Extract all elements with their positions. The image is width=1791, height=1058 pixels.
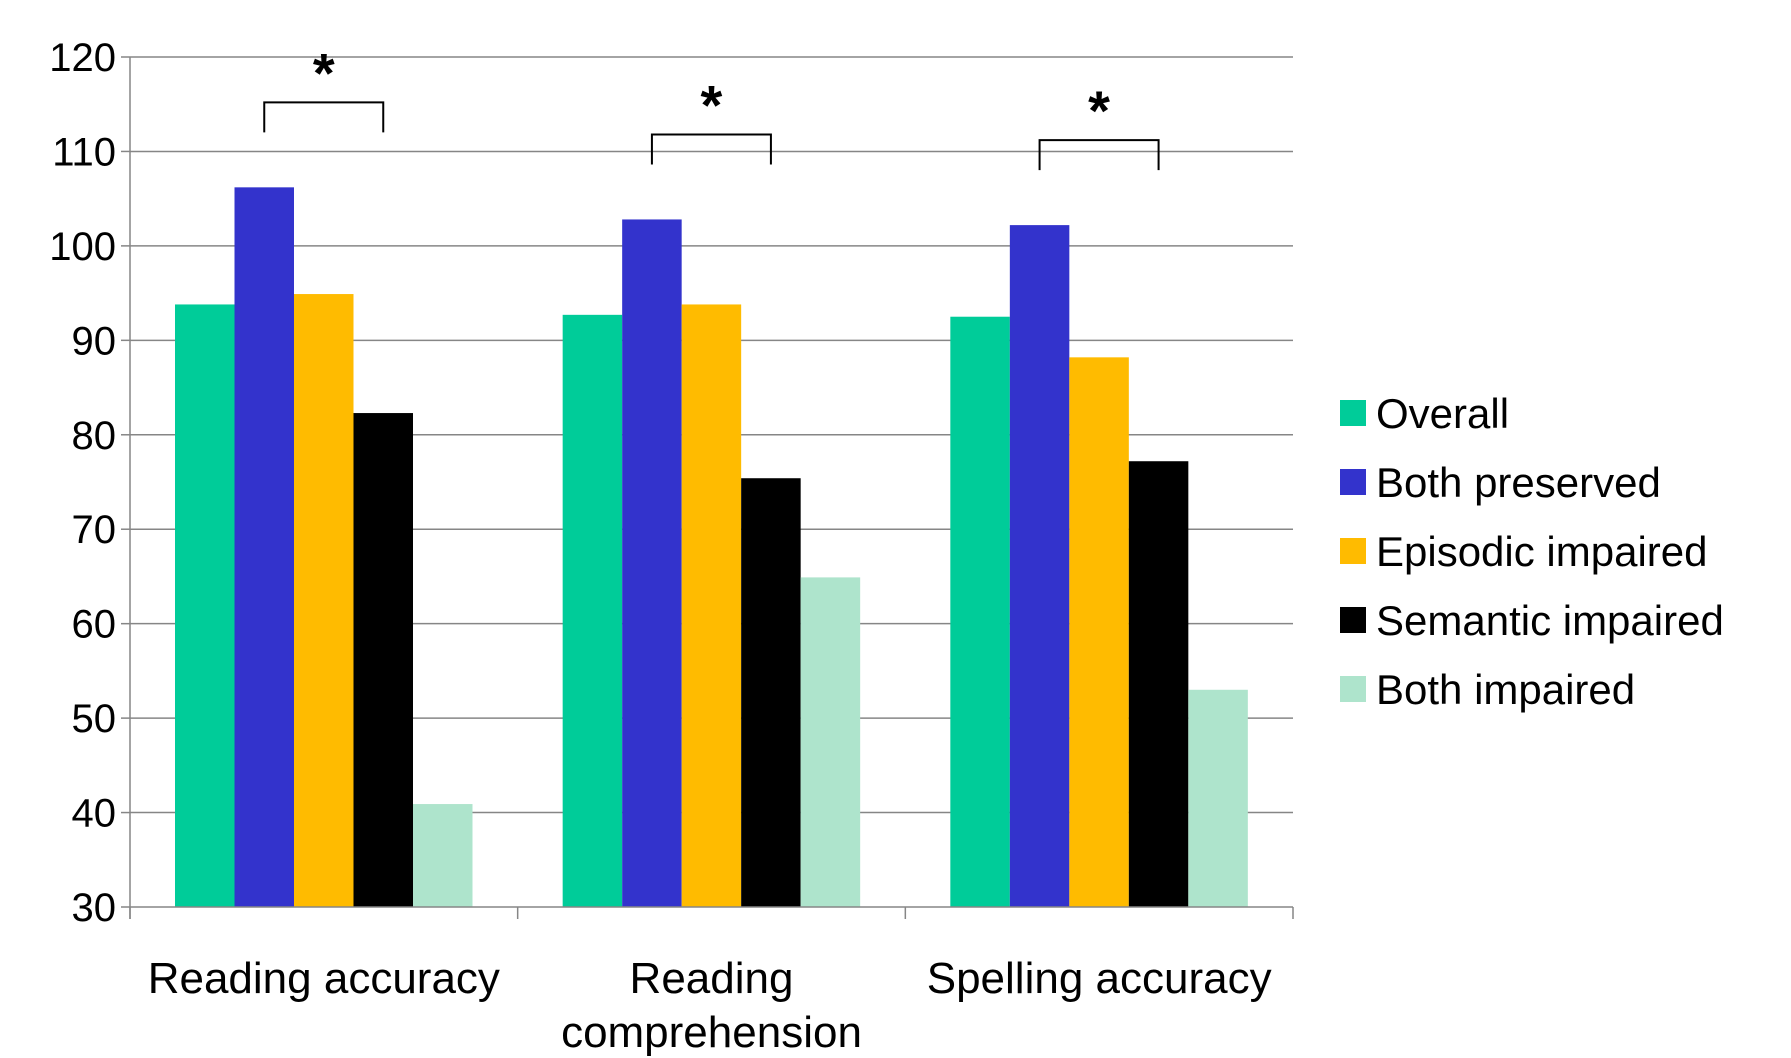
y-tick-label: 30 (72, 886, 117, 930)
category-label: Reading (630, 954, 794, 1003)
bar (1069, 357, 1129, 907)
significance-bracket (650, 133, 772, 165)
legend-swatch (1340, 676, 1366, 702)
legend-label: Overall (1376, 390, 1509, 437)
category-label: comprehension (561, 1008, 862, 1057)
significance-markers: * * * (263, 41, 1160, 171)
bar (741, 478, 801, 907)
legend-swatch (1340, 607, 1366, 633)
y-tick-label: 50 (72, 697, 117, 741)
legend-label: Both preserved (1376, 459, 1661, 506)
legend-label: Both impaired (1376, 666, 1635, 713)
y-tick-label: 110 (52, 130, 116, 174)
bar (1188, 689, 1248, 907)
y-tick-label: 60 (72, 603, 117, 647)
bar (413, 804, 473, 907)
category-label: Reading accuracy (148, 954, 500, 1003)
y-tick-label: 90 (72, 319, 117, 363)
y-tick-label: 100 (49, 225, 116, 269)
legend-swatch (1340, 538, 1366, 564)
bar (294, 294, 354, 907)
significance-bracket (263, 101, 385, 133)
significance-bracket (1038, 139, 1160, 171)
y-tick-label: 70 (72, 508, 117, 552)
bar (622, 219, 682, 907)
significance-star: * (313, 41, 335, 104)
significance-star: * (1088, 79, 1110, 142)
bar (681, 304, 742, 907)
legend-swatch (1340, 400, 1366, 426)
legend: Overall Both preserved Episodic impaired Se… (1340, 390, 1724, 713)
significance-star: * (701, 73, 723, 136)
bar (353, 413, 413, 907)
y-tick-label: 80 (72, 414, 117, 458)
legend-swatch (1340, 469, 1366, 495)
legend-label: Episodic impaired (1376, 528, 1708, 575)
bar (950, 316, 1010, 907)
bar (1128, 461, 1189, 907)
bar (800, 577, 861, 907)
bar (562, 314, 623, 907)
y-tick-label: 40 (72, 792, 117, 836)
axes: 30 40 50 60 70 80 90 100 110 120 Reading accuracy R… (49, 36, 1294, 1057)
legend-label: Semantic impaired (1376, 597, 1724, 644)
bar (1009, 225, 1070, 908)
category-label: Spelling accuracy (927, 954, 1272, 1003)
y-tick-label: 120 (49, 36, 116, 80)
bar (234, 187, 294, 908)
bar (175, 304, 235, 907)
bars (175, 187, 1248, 908)
